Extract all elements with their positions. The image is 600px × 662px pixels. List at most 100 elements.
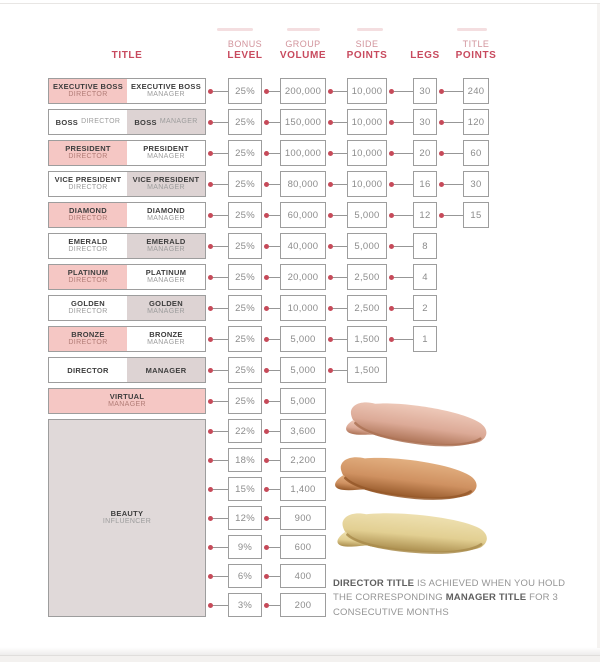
connector-dot-icon (328, 305, 333, 311)
connector (206, 274, 228, 280)
footnote-text: IS ACHIEVED WHEN YOU HOLD THE CORRESPOND… (333, 578, 566, 604)
bonus-level-box: 25% (228, 109, 262, 135)
title-box: GOLDEN DIRECTOR GOLDEN MANAGER (48, 295, 206, 321)
bonus-level-box: 25% (228, 233, 262, 259)
bonus-value: 25% (235, 147, 255, 159)
volume-value: 5,000 (290, 333, 316, 345)
connector (206, 457, 228, 463)
bonus-level-box: 25% (228, 171, 262, 197)
connector-dot-icon (328, 274, 333, 280)
connector-dot-icon (328, 150, 333, 156)
connector-dot-icon (328, 243, 333, 249)
director-subtitle: DIRECTOR (68, 246, 108, 254)
connector-dot-icon (439, 88, 444, 94)
director-subtitle: DIRECTOR (68, 308, 108, 316)
connector-line (213, 90, 228, 92)
connector-dot-icon (264, 398, 269, 404)
cream-foundation-smear (337, 513, 487, 554)
footnote-text: FOR 3 CONSECUTIVE MONTHS (333, 592, 559, 618)
connector-dot-icon (439, 119, 444, 125)
manager-subtitle: MANAGER (147, 339, 185, 347)
bonus-level-box: 6% (228, 564, 262, 588)
beauty-levels: 22% 3,600 18% 2,200 15% 1,400 (206, 419, 326, 617)
connector-line (333, 152, 347, 154)
connector-dot-icon (208, 150, 213, 156)
connector-line (333, 369, 347, 371)
connector (437, 119, 463, 125)
legs-box: 30 (413, 109, 437, 135)
connector (326, 119, 347, 125)
title-box: BOSS DIRECTOR BOSS MANAGER (48, 109, 206, 135)
connector (262, 398, 280, 404)
connector-line (394, 245, 413, 247)
connector (387, 119, 413, 125)
connector-dot-icon (328, 336, 333, 342)
title-points-value: 240 (467, 85, 485, 97)
title-box: VIRTUAL MANAGER (48, 388, 206, 414)
manager-title: VICE PRESIDENT (132, 175, 200, 185)
legs-value: 2 (422, 302, 428, 314)
connector-dot-icon (208, 457, 213, 463)
tier-row-platinum: PLATINUM DIRECTOR PLATINUM MANAGER 25% 2… (48, 264, 489, 290)
side-points-box: 5,000 (347, 202, 387, 228)
director-cell: VICE PRESIDENT DIRECTOR (49, 172, 127, 196)
connector-dot-icon (264, 181, 269, 187)
manager-cell: DIAMOND MANAGER (127, 203, 205, 227)
footnote-bold-director-title: DIRECTOR TITLE (333, 578, 415, 589)
connector-dot-icon (208, 88, 213, 94)
tier-row-president: PRESIDENT DIRECTOR PRESIDENT MANAGER 25%… (48, 140, 489, 166)
bonus-value: 18% (235, 454, 255, 466)
legs-value: 30 (419, 116, 431, 128)
connector-line (269, 276, 280, 278)
connector-dot-icon (208, 243, 213, 249)
side-points-box: 2,500 (347, 264, 387, 290)
manager-cell: VICE PRESIDENT MANAGER (127, 172, 205, 196)
director-title: EXECUTIVE BOSS (52, 82, 124, 92)
side-points-box: 2,500 (347, 295, 387, 321)
beauty-level-row: 3% 200 (206, 593, 326, 617)
connector (387, 336, 413, 342)
title-points-box: 60 (463, 140, 489, 166)
page-right-edge (597, 4, 600, 648)
manager-title: EXECUTIVE BOSS (130, 82, 202, 92)
connector-dot-icon (208, 486, 213, 492)
connector (326, 150, 347, 156)
legs-value: 4 (422, 271, 428, 283)
connector-line (269, 488, 280, 490)
connector (206, 88, 228, 94)
bonus-value: 22% (235, 425, 255, 437)
connector (262, 88, 280, 94)
cropped-artifact-dash (457, 28, 487, 31)
connector-line (213, 276, 228, 278)
director-subtitle: DIRECTOR (68, 91, 108, 99)
connector-dot-icon (389, 305, 394, 311)
connector-line (213, 430, 228, 432)
connector-line (269, 430, 280, 432)
manager-subtitle: MANAGER (147, 153, 185, 161)
manager-cell: EXECUTIVE BOSS MANAGER (127, 79, 205, 103)
connector (387, 181, 413, 187)
bonus-level-box: 3% (228, 593, 262, 617)
connector (206, 515, 228, 521)
director-subtitle: DIRECTOR (68, 277, 108, 285)
connector-line (213, 183, 228, 185)
director-cell: EXECUTIVE BOSS DIRECTOR (49, 79, 127, 103)
connector-line (394, 214, 413, 216)
group-volume-box: 5,000 (280, 326, 326, 352)
connector-line (213, 307, 228, 309)
connector-dot-icon (264, 212, 269, 218)
plan-table: TITLE BONUS LEVEL GROUP VOLUME SIDE POIN… (48, 36, 496, 617)
connector (262, 486, 280, 492)
legs-box: 20 (413, 140, 437, 166)
volume-value: 40,000 (287, 240, 319, 252)
side-points-value: 2,500 (354, 271, 380, 283)
connector-line (444, 90, 463, 92)
connector (326, 367, 347, 373)
bonus-level-box: 25% (228, 388, 262, 414)
director-subtitle: DIRECTOR (68, 339, 108, 347)
connector-dot-icon (264, 428, 269, 434)
connector-line (444, 152, 463, 154)
connector-dot-icon (208, 181, 213, 187)
connector-dot-icon (389, 243, 394, 249)
connector (262, 573, 280, 579)
